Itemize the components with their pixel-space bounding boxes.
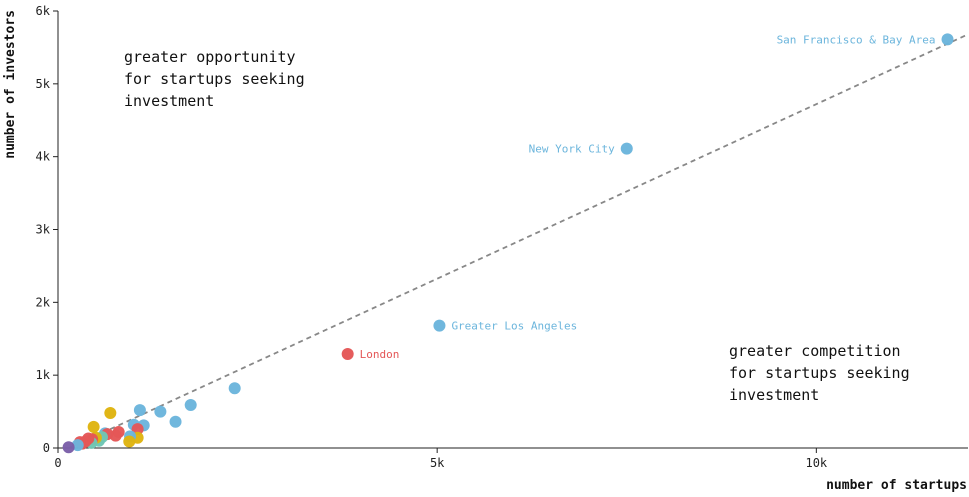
- annotations: greater opportunity for startups seeking i…: [124, 48, 910, 404]
- data-point: [620, 142, 633, 155]
- x-axis-ticks: 0 5k 10k: [54, 448, 828, 470]
- annotation-line: investment: [124, 92, 214, 110]
- x-tick-label: 5k: [430, 456, 445, 470]
- annotation-line: investment: [729, 386, 819, 404]
- data-point: [104, 407, 117, 420]
- data-point: [941, 33, 954, 46]
- x-tick-label: 10k: [805, 456, 827, 470]
- y-tick-label: 4k: [36, 150, 51, 164]
- x-tick-label: 0: [54, 456, 61, 470]
- annotation-line: for startups seeking: [124, 70, 305, 88]
- y-axis-ticks: 0 1k 2k 3k 4k 5k 6k: [36, 4, 58, 455]
- annotation-text: greater competition for startups seeking i…: [729, 342, 910, 404]
- data-point: [184, 399, 197, 412]
- data-point: [71, 439, 84, 452]
- x-axis-title: number of startups: [826, 478, 967, 493]
- annotation-text: greater opportunity for startups seeking i…: [124, 48, 305, 110]
- annotation-line: greater competition: [729, 342, 901, 360]
- y-tick-label: 2k: [36, 295, 51, 309]
- data-point: [62, 441, 75, 454]
- y-tick-label: 0: [43, 441, 50, 455]
- data-point: [228, 382, 241, 395]
- point-label: New York City: [529, 143, 615, 156]
- reference-line: [68, 33, 969, 449]
- y-tick-label: 6k: [36, 4, 51, 18]
- data-point: [123, 435, 136, 448]
- data-points: [62, 33, 954, 454]
- data-point: [154, 405, 167, 418]
- data-point: [133, 404, 146, 417]
- data-point: [433, 319, 446, 332]
- point-label: San Francisco & Bay Area: [777, 33, 936, 46]
- data-point: [169, 415, 182, 428]
- y-tick-label: 1k: [36, 368, 51, 382]
- annotation-line: for startups seeking: [729, 364, 910, 382]
- annotation-line: greater opportunity: [124, 48, 296, 66]
- point-labels: San Francisco & Bay Area New York City Gre…: [360, 33, 936, 361]
- data-point: [131, 423, 144, 436]
- point-label: Greater Los Angeles: [451, 320, 577, 333]
- y-tick-label: 5k: [36, 77, 51, 91]
- y-tick-label: 3k: [36, 223, 51, 237]
- axes: 0 5k 10k 0 1k 2k 3k 4k 5k 6k: [36, 4, 968, 470]
- data-point: [87, 420, 100, 433]
- y-axis-title: number of investors: [3, 10, 18, 159]
- point-label: London: [360, 348, 400, 361]
- data-point: [341, 348, 354, 361]
